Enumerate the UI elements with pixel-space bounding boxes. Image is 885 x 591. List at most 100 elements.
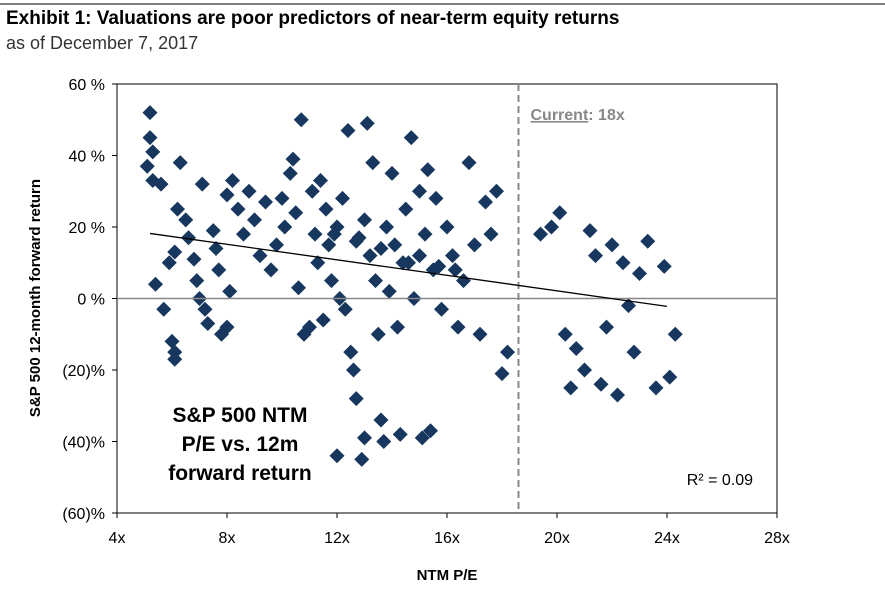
trendline	[149, 232, 668, 308]
point	[656, 258, 672, 274]
point	[354, 451, 370, 467]
point	[472, 326, 488, 342]
r-squared: R² = 0.09	[687, 472, 753, 489]
point	[247, 212, 262, 228]
point	[263, 262, 279, 278]
point	[588, 248, 603, 264]
point	[304, 183, 320, 199]
point	[236, 226, 251, 242]
x-tick-label: 4x	[109, 530, 126, 547]
point	[640, 233, 656, 249]
point	[403, 130, 419, 146]
point	[445, 248, 460, 264]
point	[252, 248, 268, 264]
current-word: Current	[531, 107, 589, 124]
point	[494, 366, 510, 382]
point	[293, 112, 309, 128]
point	[142, 130, 158, 146]
point	[302, 319, 317, 335]
point	[384, 165, 400, 181]
point	[395, 255, 411, 271]
x-tick-label: 24x	[654, 530, 680, 547]
y-tick-label: 60 %	[69, 77, 105, 94]
x-tick-label: 12x	[324, 530, 350, 547]
point	[139, 158, 155, 174]
current-label: Current: 18x	[531, 107, 625, 124]
point	[313, 173, 328, 189]
point	[258, 194, 273, 210]
point	[662, 369, 678, 385]
point	[461, 155, 477, 171]
point	[412, 248, 427, 264]
point	[282, 165, 298, 181]
point	[274, 190, 290, 206]
point	[153, 176, 169, 192]
point	[219, 187, 235, 203]
point	[343, 344, 359, 360]
point	[172, 155, 188, 171]
point	[604, 237, 620, 253]
point	[626, 344, 642, 360]
point	[348, 233, 364, 249]
point	[483, 226, 499, 242]
inner-label: P/E vs. 12m	[182, 433, 299, 456]
point	[599, 319, 614, 335]
point	[241, 183, 257, 199]
point	[167, 244, 183, 260]
point	[552, 205, 568, 221]
point	[632, 265, 647, 281]
point	[167, 351, 183, 367]
point	[447, 262, 463, 278]
point	[194, 176, 210, 192]
point	[450, 319, 466, 335]
point	[390, 319, 405, 335]
point	[533, 226, 548, 242]
point	[500, 344, 515, 360]
point	[563, 380, 579, 396]
point	[359, 115, 375, 131]
point	[348, 391, 364, 407]
point	[189, 273, 205, 289]
point	[577, 362, 592, 378]
point	[346, 362, 361, 378]
point	[222, 283, 238, 299]
x-axis-label: NTM P/E	[417, 567, 478, 584]
point	[211, 262, 227, 278]
point	[291, 280, 306, 296]
point	[277, 219, 293, 235]
point	[489, 183, 504, 199]
point	[417, 226, 433, 242]
point	[376, 434, 392, 449]
point	[420, 162, 436, 178]
y-tick-label: 0 %	[77, 292, 105, 309]
y-tick-label: (40)%	[62, 435, 105, 452]
point	[593, 376, 609, 392]
point	[156, 301, 172, 317]
point	[557, 326, 573, 342]
point	[329, 448, 345, 464]
x-tick-label: 28x	[764, 530, 790, 547]
point	[582, 223, 598, 239]
point	[412, 183, 427, 199]
point	[269, 237, 284, 253]
point	[615, 255, 631, 271]
point	[181, 230, 196, 246]
point	[285, 151, 301, 167]
point	[428, 190, 444, 206]
point	[365, 155, 381, 171]
inner-label: forward return	[168, 462, 312, 485]
point	[326, 226, 342, 242]
point	[667, 326, 683, 342]
chart-subtitle: as of December 7, 2017	[6, 33, 198, 53]
chart-title: Exhibit 1: Valuations are poor predictor…	[6, 8, 619, 29]
point	[288, 205, 304, 221]
point	[318, 201, 334, 217]
y-tick-label: (20)%	[62, 363, 105, 380]
y-tick-label: 20 %	[69, 220, 105, 237]
point	[379, 219, 394, 235]
point	[321, 237, 337, 253]
point	[370, 326, 386, 342]
point	[362, 248, 378, 264]
point	[392, 426, 408, 442]
